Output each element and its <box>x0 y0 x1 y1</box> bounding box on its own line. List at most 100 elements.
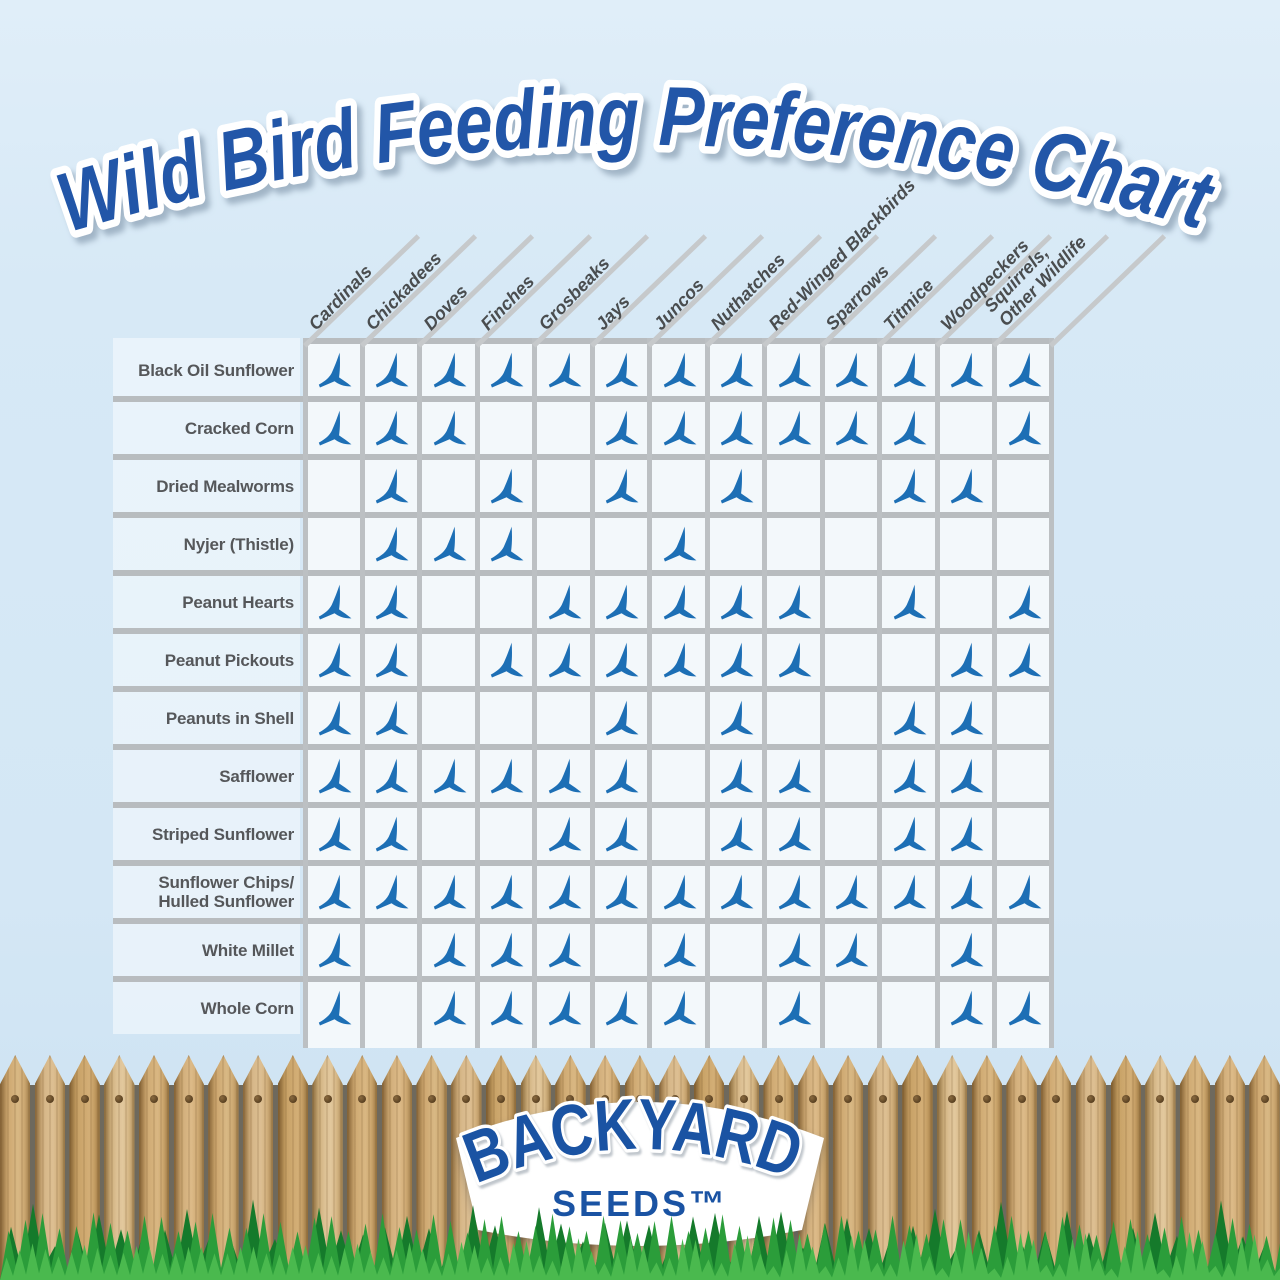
bird-icon <box>775 874 813 910</box>
bird-icon <box>717 816 755 852</box>
row-label-line: Dried Mealworms <box>156 476 294 496</box>
bird-icon <box>545 932 583 968</box>
bird-icon <box>1005 874 1043 910</box>
bird-icon <box>372 642 410 678</box>
grid-vertical-line <box>819 338 825 1048</box>
row-label-cracked-corn: Cracked Corn <box>113 402 294 454</box>
bird-icon <box>1005 352 1043 388</box>
row-label-line: Black Oil Sunflower <box>138 360 294 380</box>
bird-icon <box>430 932 468 968</box>
fence-picket <box>277 1055 309 1280</box>
row-label-line: Peanuts in Shell <box>165 708 294 728</box>
fence-picket <box>416 1055 447 1280</box>
column-header-line: Doves <box>419 281 472 334</box>
row-label-safflower: Safflower <box>113 750 294 802</box>
row-label-line: Peanut Hearts <box>182 592 294 612</box>
bird-icon <box>660 874 698 910</box>
bird-icon <box>775 352 813 388</box>
bird-icon <box>487 642 525 678</box>
row-separator <box>113 744 1052 750</box>
grid-vertical-line <box>589 338 595 1048</box>
bird-icon <box>315 758 353 794</box>
bird-icon <box>372 468 410 504</box>
bird-icon <box>545 758 583 794</box>
row-label-line: Safflower <box>219 766 294 786</box>
row-label-line: Hulled Sunflower <box>158 892 294 911</box>
bird-icon <box>545 352 583 388</box>
bird-icon <box>775 410 813 446</box>
bird-icon <box>832 932 870 968</box>
bird-icon <box>602 700 640 736</box>
bird-icon <box>947 642 985 678</box>
bird-icon <box>430 990 468 1026</box>
bird-icon <box>430 758 468 794</box>
row-label-sunflower-chips-hulled-sunflower: Sunflower Chips/Hulled Sunflower <box>113 866 294 918</box>
bird-icon <box>1005 642 1043 678</box>
bird-icon <box>832 352 870 388</box>
bird-icon <box>315 932 353 968</box>
bird-icon <box>947 758 985 794</box>
bird-icon <box>890 584 928 620</box>
bird-icon <box>775 584 813 620</box>
bird-icon <box>372 352 410 388</box>
bird-icon <box>315 584 353 620</box>
bird-icon <box>315 410 353 446</box>
bird-icon <box>487 468 525 504</box>
bird-icon <box>487 526 525 562</box>
bird-icon <box>372 874 410 910</box>
bird-icon <box>947 874 985 910</box>
bird-icon <box>660 584 698 620</box>
bird-icon <box>717 642 755 678</box>
bird-icon <box>430 352 468 388</box>
bird-icon <box>372 410 410 446</box>
backyard-seeds-logo: BACKYARD SEEDS™ <box>450 1081 824 1246</box>
bird-icon <box>1005 410 1043 446</box>
bird-icon <box>947 468 985 504</box>
bird-icon <box>545 584 583 620</box>
bird-icon <box>430 410 468 446</box>
bird-icon <box>372 700 410 736</box>
row-label-white-millet: White Millet <box>113 924 294 976</box>
row-separator <box>113 570 1052 576</box>
row-separator <box>113 396 1052 402</box>
row-label-black-oil-sunflower: Black Oil Sunflower <box>113 344 294 396</box>
bird-icon <box>315 352 353 388</box>
grid-vertical-line <box>474 338 480 1048</box>
grid-vertical-line <box>647 338 653 1048</box>
bird-icon <box>487 874 525 910</box>
bird-icon <box>890 874 928 910</box>
bird-icon <box>890 352 928 388</box>
bird-icon <box>947 816 985 852</box>
row-separator <box>113 512 1052 518</box>
bird-icon <box>430 526 468 562</box>
bird-icon <box>660 410 698 446</box>
bird-icon <box>372 584 410 620</box>
bird-icon <box>545 642 583 678</box>
grid-vertical-line <box>762 338 768 1048</box>
logo-sub-name: SEEDS™ <box>552 1183 728 1224</box>
bird-icon <box>487 932 525 968</box>
bird-icon <box>947 700 985 736</box>
bird-icon <box>1005 990 1043 1026</box>
grid-vertical-line <box>532 338 538 1048</box>
row-label-nyjer-thistle: Nyjer (Thistle) <box>113 518 295 570</box>
row-label-line: White Millet <box>201 940 294 960</box>
bird-icon <box>660 990 698 1026</box>
bird-icon <box>545 816 583 852</box>
page-title: Wild Bird Feeding Preference Chart <box>39 61 1232 257</box>
bird-icon <box>890 758 928 794</box>
bird-icon <box>775 932 813 968</box>
row-label-dried-mealworms: Dried Mealworms <box>113 460 294 512</box>
bird-icon <box>372 758 410 794</box>
row-separator <box>113 802 1052 808</box>
bird-icon <box>890 700 928 736</box>
bird-icon <box>315 700 353 736</box>
grid-vertical-line <box>992 338 998 1048</box>
row-label-line: Cracked Corn <box>184 418 294 438</box>
bird-icon <box>602 642 640 678</box>
row-separator <box>113 454 1052 460</box>
bird-icon <box>775 758 813 794</box>
bird-icon <box>890 468 928 504</box>
row-label-whole-corn: Whole Corn <box>113 982 295 1034</box>
bird-icon <box>315 874 353 910</box>
